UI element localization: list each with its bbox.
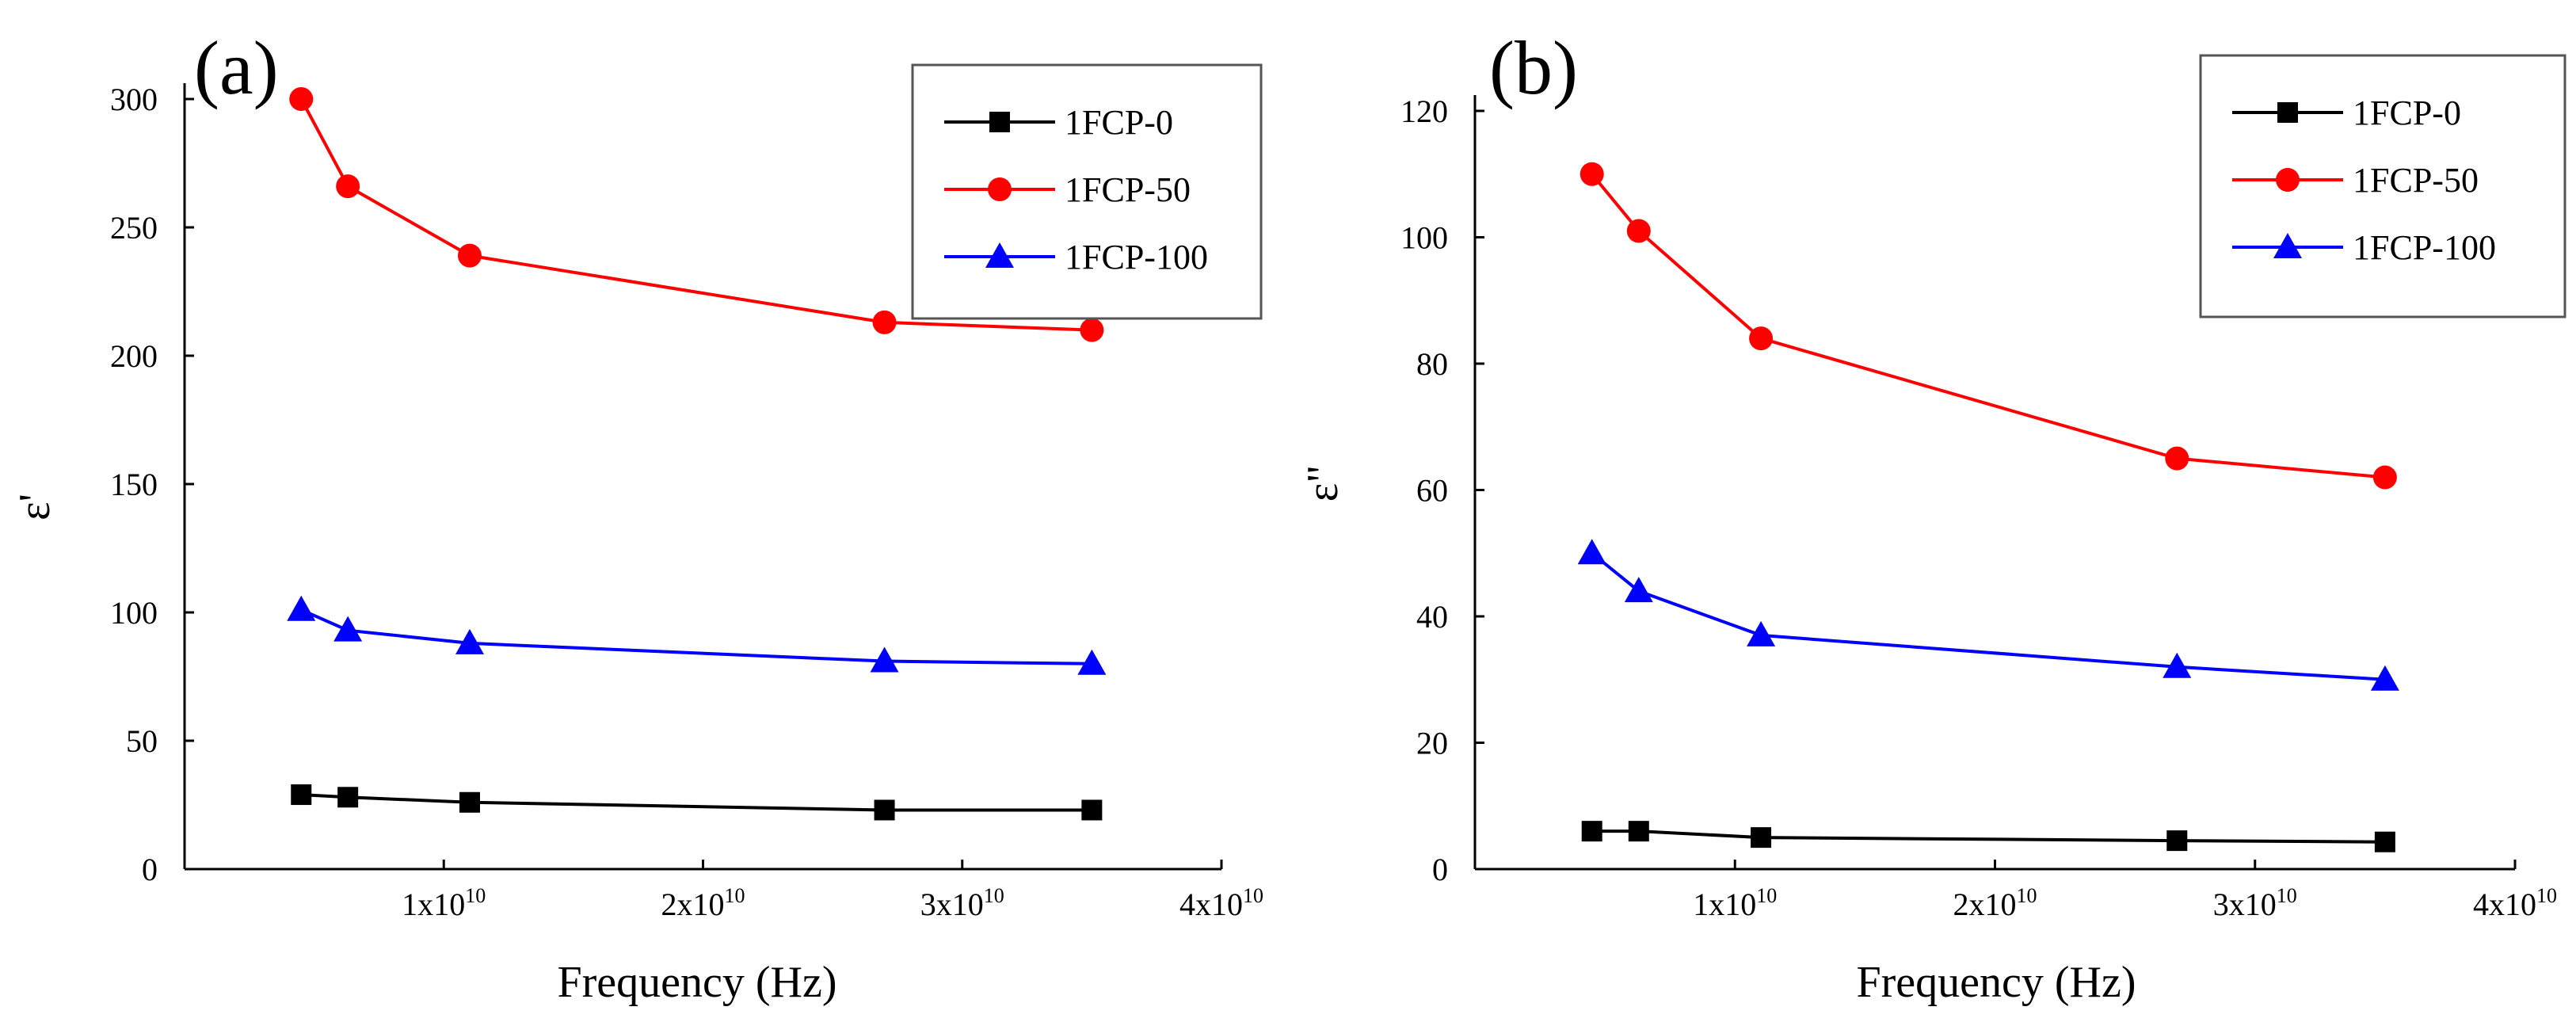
legend-marker (989, 112, 1010, 132)
series-1FCP-100 (1577, 539, 2399, 691)
x-tick-label: 3x1010 (2213, 884, 2297, 922)
data-point (1626, 219, 1651, 243)
y-tick-label: 80 (1416, 346, 1448, 382)
data-point (457, 243, 482, 268)
data-point (455, 628, 484, 654)
y-tick-label: 50 (126, 723, 158, 759)
series-1FCP-50 (289, 87, 1104, 342)
x-tick-label: 2x1010 (661, 884, 745, 922)
data-point (333, 616, 363, 642)
y-tick-label: 100 (110, 595, 158, 631)
x-tick-label: 4x1010 (1179, 884, 1263, 922)
data-point (1577, 539, 1606, 565)
y-tick-label: 200 (110, 338, 158, 374)
y-tick-label: 40 (1416, 599, 1448, 635)
y-tick-label: 120 (1400, 93, 1448, 129)
data-point (1749, 326, 1774, 351)
y-tick-label: 150 (110, 467, 158, 502)
y-tick-label: 20 (1416, 726, 1448, 761)
panel-label: (a) (194, 25, 279, 110)
legend-box (911, 63, 1263, 320)
legend-label: 1FCP-0 (2353, 93, 2461, 132)
series-1FCP-0 (291, 784, 1103, 821)
legend-box (2199, 54, 2566, 318)
y-tick-label: 0 (1432, 852, 1448, 887)
series-1FCP-100 (287, 595, 1107, 675)
legend-marker (2277, 102, 2298, 123)
series-line (1591, 829, 2385, 844)
data-point (872, 310, 897, 334)
x-axis-title: Frequency (Hz) (558, 958, 837, 1007)
data-point (1581, 821, 1602, 842)
legend-label: 1FCP-50 (1065, 170, 1191, 209)
legend-marker (985, 242, 1014, 268)
data-point (336, 174, 360, 199)
chart-panel-b: 0 20 40 60 80 100 120 1x1010 2x1010 3x1010 4x1010 (… (1298, 25, 2566, 1007)
data-point (1628, 821, 1649, 842)
legend-marker (988, 177, 1012, 201)
series-line (300, 608, 1092, 665)
y-tick-label: 250 (110, 210, 158, 246)
data-point (1580, 162, 1604, 186)
data-point (1747, 620, 1776, 646)
data-point (2372, 465, 2397, 490)
x-tick-label: 3x1010 (920, 884, 1004, 922)
data-point (2165, 446, 2189, 471)
legend-label: 1FCP-100 (2353, 228, 2496, 267)
series-line (1591, 551, 2385, 681)
y-tick-label: 60 (1416, 473, 1448, 509)
legend: 1FCP-0 1FCP-50 1FCP-100 (911, 63, 1263, 320)
x-axis-title: Frequency (Hz) (1857, 958, 2136, 1007)
data-point (1080, 318, 1104, 342)
data-point (2370, 665, 2399, 691)
legend-marker (2276, 168, 2300, 192)
data-point (2374, 831, 2395, 852)
data-point (1751, 827, 1772, 848)
data-point (1624, 577, 1653, 603)
x-tick-label: 4x1010 (2473, 884, 2557, 922)
legend-marker (2273, 233, 2302, 258)
data-point (287, 595, 316, 621)
y-axis-title: ε" (1298, 465, 1347, 501)
series-1FCP-0 (1581, 821, 2395, 852)
data-point (870, 646, 899, 673)
data-point (337, 787, 359, 808)
legend-label: 1FCP-100 (1065, 238, 1208, 276)
x-tick-label: 1x1010 (402, 884, 486, 922)
series-1FCP-50 (1580, 162, 2397, 490)
data-point (1081, 799, 1103, 821)
legend: 1FCP-0 1FCP-50 1FCP-100 (2199, 54, 2566, 318)
chart-panel-a: 0 50 100 150 200 250 300 1x1010 2x1010 3x1010 4x10… (10, 25, 1263, 1007)
legend-label: 1FCP-50 (2353, 161, 2479, 200)
data-point (2166, 830, 2188, 852)
data-point (459, 791, 480, 813)
legend-label: 1FCP-0 (1065, 103, 1173, 142)
y-tick-label: 300 (110, 82, 158, 117)
data-point (1077, 649, 1107, 675)
y-axis-title: ε' (10, 494, 59, 521)
y-tick-label: 0 (142, 852, 158, 887)
data-point (874, 799, 895, 821)
data-point (291, 784, 312, 806)
x-tick-label: 1x1010 (1693, 884, 1777, 922)
series-line (301, 793, 1092, 812)
data-point (289, 87, 314, 111)
data-point (2163, 652, 2192, 678)
panel-label: (b) (1489, 25, 1578, 110)
y-tick-label: 100 (1400, 220, 1448, 256)
x-tick-label: 2x1010 (1953, 884, 2037, 922)
